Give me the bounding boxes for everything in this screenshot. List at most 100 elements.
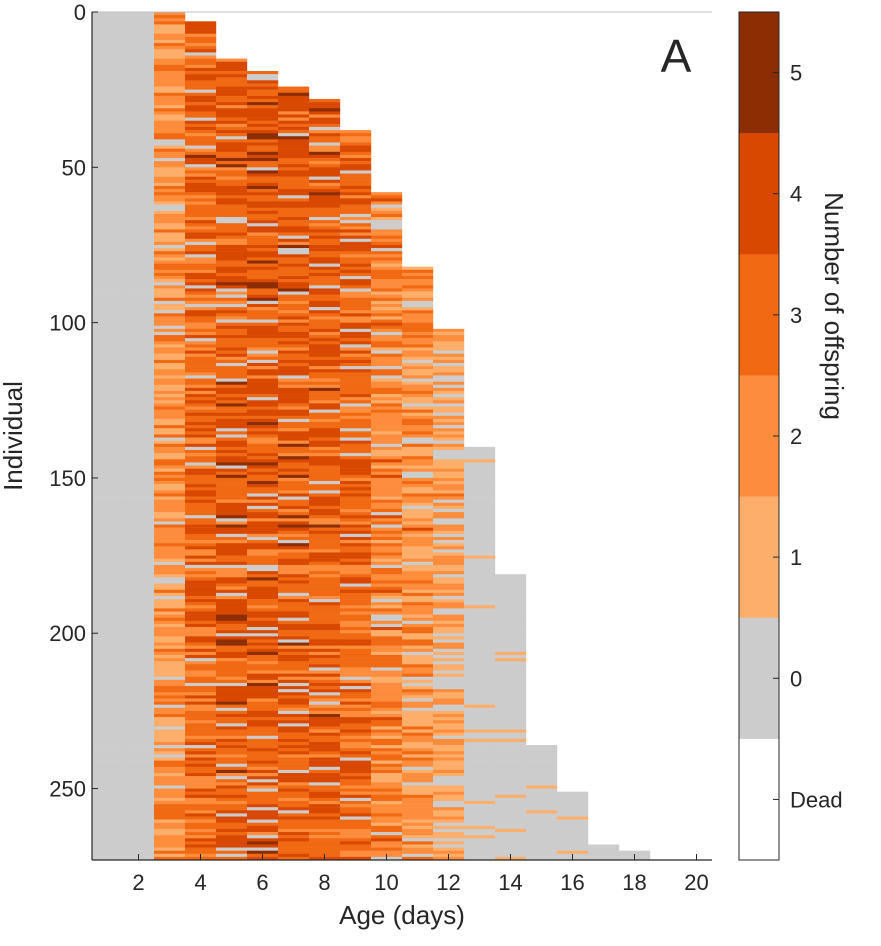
heatmap-cell xyxy=(402,707,434,712)
heatmap-cell xyxy=(154,819,186,823)
heatmap-cell xyxy=(185,468,217,472)
heatmap-cell xyxy=(495,682,527,687)
heatmap-cell xyxy=(309,195,341,199)
heatmap-cell xyxy=(216,260,248,264)
heatmap-cell xyxy=(247,682,279,687)
heatmap-cell xyxy=(216,133,248,137)
heatmap-cell xyxy=(185,335,217,339)
heatmap-cell xyxy=(185,154,217,159)
heatmap-cell xyxy=(92,707,124,712)
heatmap-cell xyxy=(340,266,372,271)
heatmap-cell xyxy=(526,779,558,783)
heatmap-cell xyxy=(216,204,248,208)
heatmap-cell xyxy=(340,577,372,581)
heatmap-cell xyxy=(216,397,248,401)
heatmap-cell xyxy=(495,627,527,631)
heatmap-cell xyxy=(247,825,279,830)
heatmap-cell xyxy=(92,241,124,246)
heatmap-cell xyxy=(278,599,310,603)
heatmap-cell xyxy=(123,714,155,718)
heatmap-cell xyxy=(371,533,403,538)
heatmap-cell xyxy=(340,201,372,205)
heatmap-cell xyxy=(247,276,279,280)
heatmap-cell xyxy=(340,723,372,727)
heatmap-cell xyxy=(371,325,403,330)
heatmap-cell xyxy=(92,788,124,792)
heatmap-cell xyxy=(371,841,403,845)
heatmap-cell xyxy=(216,462,248,466)
heatmap-cell xyxy=(123,263,155,267)
heatmap-cell xyxy=(402,369,434,373)
heatmap-cell xyxy=(464,757,496,761)
heatmap-cell xyxy=(123,207,155,212)
heatmap-cell xyxy=(123,130,155,134)
heatmap-cell xyxy=(123,589,155,594)
heatmap-cell xyxy=(340,449,372,454)
heatmap-cell xyxy=(185,623,217,628)
heatmap-cell xyxy=(185,390,217,395)
heatmap-cell xyxy=(185,64,217,69)
heatmap-cell xyxy=(402,769,434,774)
heatmap-cell xyxy=(309,735,341,740)
heatmap-cell xyxy=(495,658,527,662)
heatmap-cell xyxy=(123,456,155,460)
heatmap-cell xyxy=(495,825,527,830)
heatmap-cell xyxy=(433,617,465,622)
heatmap-cell xyxy=(402,766,434,771)
heatmap-cell xyxy=(185,741,217,746)
heatmap-cell xyxy=(154,804,186,808)
heatmap-cell xyxy=(402,698,434,702)
heatmap-cell xyxy=(278,341,310,345)
heatmap-cell xyxy=(278,269,310,274)
heatmap-cell xyxy=(371,630,403,634)
heatmap-cell xyxy=(371,518,403,522)
heatmap-cell xyxy=(92,648,124,653)
heatmap-cell xyxy=(340,425,372,429)
heatmap-cell xyxy=(402,689,434,693)
heatmap-cell xyxy=(464,698,496,702)
heatmap-cell xyxy=(123,55,155,59)
heatmap-cell xyxy=(340,217,372,221)
heatmap-cell xyxy=(309,241,341,246)
heatmap-cell xyxy=(247,735,279,740)
heatmap-cell xyxy=(464,627,496,631)
heatmap-cell xyxy=(216,695,248,699)
heatmap-cell xyxy=(216,487,248,491)
heatmap-cell xyxy=(185,381,217,385)
heatmap-cell xyxy=(309,443,341,448)
heatmap-cell xyxy=(278,856,310,861)
heatmap-cell xyxy=(123,515,155,519)
heatmap-cell xyxy=(154,856,186,861)
heatmap-cell xyxy=(371,422,403,426)
heatmap-cell xyxy=(216,779,248,783)
heatmap-cell xyxy=(216,92,248,97)
heatmap-cell xyxy=(278,630,310,634)
heatmap-cell xyxy=(216,766,248,771)
heatmap-cell xyxy=(185,282,217,286)
heatmap-cell xyxy=(278,92,310,97)
heatmap-cell xyxy=(92,602,124,606)
heatmap-cell xyxy=(185,484,217,488)
heatmap-cell xyxy=(402,428,434,432)
heatmap-cell xyxy=(216,195,248,199)
heatmap-cell xyxy=(278,204,310,208)
heatmap-cell xyxy=(92,341,124,345)
heatmap-cell xyxy=(433,819,465,823)
heatmap-cell xyxy=(433,630,465,634)
heatmap-cell xyxy=(247,344,279,348)
heatmap-cell xyxy=(247,139,279,143)
heatmap-cell xyxy=(247,527,279,531)
heatmap-cell xyxy=(402,527,434,531)
heatmap-cell xyxy=(371,682,403,687)
heatmap-cell xyxy=(185,654,217,659)
heatmap-cell xyxy=(154,207,186,212)
heatmap-cell xyxy=(309,449,341,454)
heatmap-cell xyxy=(154,456,186,460)
heatmap-cell xyxy=(464,782,496,786)
heatmap-cell xyxy=(216,760,248,764)
heatmap-cell xyxy=(464,651,496,656)
heatmap-cell xyxy=(402,294,434,299)
heatmap-cell xyxy=(278,751,310,755)
heatmap-cell xyxy=(402,468,434,472)
heatmap-cell xyxy=(278,459,310,463)
